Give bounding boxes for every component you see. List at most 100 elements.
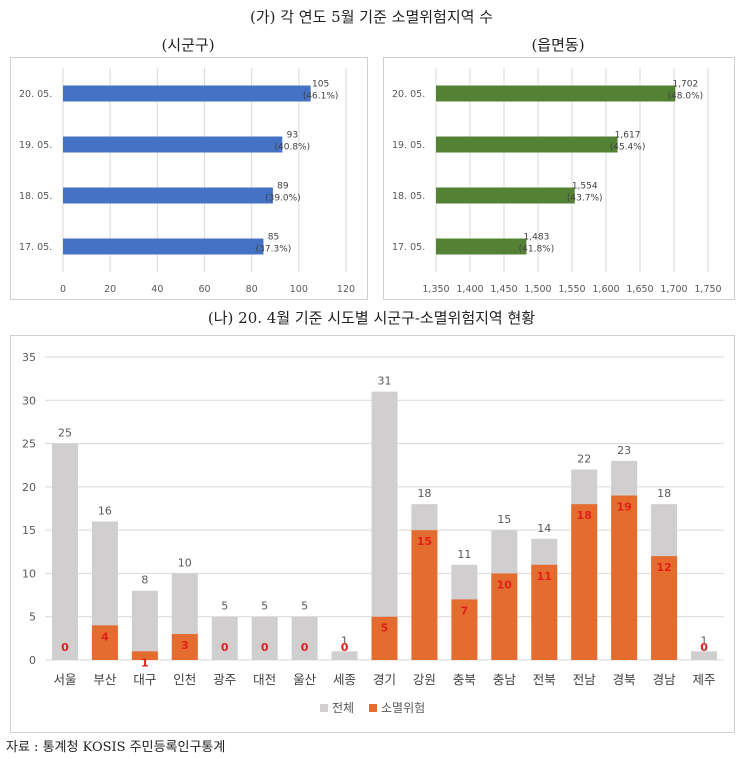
total-value-label: 5 <box>261 600 268 613</box>
bar-risk <box>571 504 598 660</box>
bar-percent-label: (39.0%) <box>265 194 301 204</box>
bar-percent-label: (40.8%) <box>275 143 311 153</box>
risk-value-label: 5 <box>381 622 389 635</box>
bar-value-label: 1,702 <box>672 80 698 90</box>
bar-percent-label: (37.3%) <box>256 245 292 255</box>
x-category-label: 울산 <box>293 672 317 687</box>
bar-risk <box>411 530 438 660</box>
bar <box>436 187 575 204</box>
y-tick-label: 35 <box>22 351 36 364</box>
x-tick-label: 1,750 <box>694 284 721 295</box>
risk-value-label: 1 <box>141 656 149 669</box>
x-category-label: 경남 <box>653 672 677 687</box>
y-category-label: 20. 05. <box>392 89 425 100</box>
legend-label-total: 전체 <box>332 701 354 715</box>
legend-swatch-risk <box>369 704 377 712</box>
total-value-label: 1 <box>701 634 708 647</box>
y-category-label: 19. 05. <box>392 140 425 151</box>
y-category-label: 18. 05. <box>19 191 52 202</box>
risk-value-label: 10 <box>497 578 513 591</box>
bar-total <box>211 616 238 660</box>
total-value-label: 15 <box>497 513 511 526</box>
chart-b-panel: 1,350 1,400 1,450 1,500 1,550 1,600 1,650 1,700… <box>383 57 735 300</box>
x-category-label: 제주 <box>693 672 716 687</box>
x-category-label: 전남 <box>573 672 597 687</box>
legend-label-risk: 소멸위험 <box>381 701 425 715</box>
chart-a-title: (시군구) <box>161 36 215 54</box>
x-tick-label: 20 <box>104 284 116 295</box>
x-tick-label: 1,550 <box>558 284 585 295</box>
y-category-label: 19. 05. <box>19 140 52 151</box>
x-category-label: 대구 <box>133 672 156 687</box>
bar-percent-label: (48.0%) <box>668 92 704 102</box>
x-category-label: 경기 <box>373 672 396 687</box>
bar-value-label: 1,554 <box>572 182 598 192</box>
total-value-label: 11 <box>457 548 471 561</box>
figure-title-a: (가) 각 연도 5월 기준 소멸위험지역 수 <box>249 8 494 26</box>
bar-risk <box>371 616 398 660</box>
bar-risk <box>611 495 638 660</box>
x-tick-label: 80 <box>246 284 258 295</box>
bar-total <box>51 443 78 660</box>
total-value-label: 18 <box>657 487 671 500</box>
x-category-label: 충남 <box>493 672 517 687</box>
y-tick-label: 0 <box>29 654 36 667</box>
x-tick-label: 1,350 <box>422 284 449 295</box>
x-tick-label: 40 <box>151 284 163 295</box>
chart-b-title: (읍면동) <box>531 36 585 54</box>
x-category-label: 전북 <box>533 672 556 687</box>
risk-value-label: 0 <box>61 641 69 654</box>
chart-a-panel: 0 20 40 60 80 100 120 20. 05. 105 (46.1%) 19. 05. 9… <box>10 57 368 300</box>
bar-total <box>371 391 398 660</box>
bar <box>63 238 264 255</box>
total-value-label: 25 <box>58 427 72 440</box>
risk-value-label: 11 <box>537 570 552 583</box>
bar-percent-label: (46.1%) <box>303 92 339 102</box>
y-category-label: 20. 05. <box>19 89 52 100</box>
x-tick-label: 1,400 <box>456 284 483 295</box>
risk-value-label: 0 <box>700 641 708 654</box>
y-tick-label: 15 <box>22 524 36 537</box>
x-tick-label: 0 <box>60 284 66 295</box>
source-note: 자료 : 통계청 KOSIS 주민등록인구통계 <box>6 740 226 755</box>
total-value-label: 23 <box>617 444 631 457</box>
total-value-label: 5 <box>301 600 308 613</box>
bar-value-label: 1,617 <box>615 131 641 141</box>
bar-value-label: 93 <box>287 131 298 141</box>
figure-title-b: (나) 20. 4월 기준 시도별 시군구-소멸위험지역 현황 <box>207 309 536 327</box>
risk-value-label: 0 <box>261 641 269 654</box>
y-tick-label: 10 <box>22 567 36 580</box>
bar <box>436 85 676 102</box>
risk-value-label: 7 <box>461 604 469 617</box>
x-tick-label: 1,600 <box>592 284 619 295</box>
y-tick-label: 30 <box>22 394 36 407</box>
bar-percent-label: (45.4%) <box>610 143 646 153</box>
y-category-label: 17. 05. <box>19 242 52 253</box>
x-category-label: 대전 <box>253 672 276 687</box>
risk-value-label: 19 <box>616 501 631 514</box>
bar-value-label: 89 <box>277 182 289 192</box>
x-tick-label: 1,650 <box>626 284 653 295</box>
total-value-label: 16 <box>98 504 112 517</box>
total-value-label: 31 <box>378 375 392 388</box>
bar-total <box>251 616 278 660</box>
bar-risk <box>171 634 198 660</box>
bar <box>63 136 283 153</box>
chart-b-svg: 1,350 1,400 1,450 1,500 1,550 1,600 1,650 1,700… <box>392 68 722 295</box>
x-category-label: 부산 <box>93 672 117 687</box>
bar-total <box>131 590 158 660</box>
x-tick-label: 1,450 <box>490 284 517 295</box>
x-category-label: 세종 <box>333 672 356 687</box>
bar-value-label: 1,483 <box>524 233 550 243</box>
bar <box>63 187 273 204</box>
total-value-label: 8 <box>141 574 148 587</box>
total-value-label: 5 <box>221 600 228 613</box>
y-category-label: 18. 05. <box>392 191 425 202</box>
x-category-label: 인천 <box>173 672 196 687</box>
x-category-label: 충북 <box>453 672 476 687</box>
x-tick-label: 1,500 <box>524 284 551 295</box>
bar-value-label: 105 <box>312 80 329 90</box>
x-category-label: 강원 <box>413 672 436 687</box>
x-tick-label: 100 <box>290 284 308 295</box>
x-tick-label: 60 <box>198 284 210 295</box>
